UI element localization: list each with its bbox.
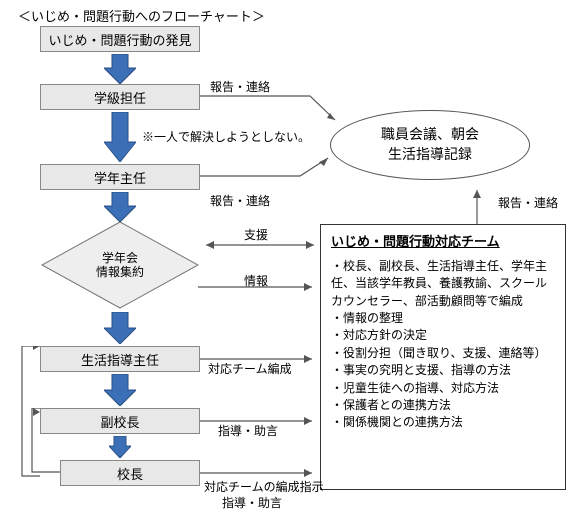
ellipse-line2: 生活指導記録: [388, 145, 472, 165]
arrow-down-5: [104, 374, 136, 406]
box-vice-principal: 副校長: [40, 408, 200, 434]
arrow-down-1: [104, 54, 136, 84]
box-grade-chief: 学年主任: [40, 164, 200, 190]
arrow-down-6: [109, 436, 131, 458]
label-e8a: 対応チームの編成指示: [204, 478, 324, 495]
label-e2: ※一人で解決しようとしない。: [142, 128, 310, 145]
info-line-6: ・保護者との連携方法: [331, 397, 555, 414]
box-discovery: いじめ・問題行動の発見: [40, 26, 200, 52]
label-e1: 報告・連絡: [210, 78, 270, 95]
arrow-info-ellipse: [470, 182, 484, 227]
arrow-loop-b5: [30, 408, 64, 481]
ellipse-line1: 職員会議、朝会: [381, 125, 479, 145]
diamond-grade-meeting: 学年会 情報集約: [40, 220, 200, 310]
info-line-5: ・児童生徒への指導、対応方法: [331, 380, 555, 397]
chart-title: ＜いじめ・問題行動へのフローチャート＞: [18, 6, 265, 25]
label-e7: 指導・助言: [218, 422, 278, 439]
info-line-2: ・対応方針の決定: [331, 327, 555, 344]
info-line-4: ・事実の究明と支援、指導の方法: [331, 362, 555, 379]
box-teacher: 学級担任: [40, 84, 200, 110]
label-e8b: 指導・助言: [222, 494, 282, 511]
label-e3: 報告・連絡: [210, 192, 270, 209]
arrow-down-2: [104, 112, 136, 162]
box-principal: 校長: [60, 460, 200, 486]
ellipse-staff-meeting: 職員会議、朝会 生活指導記録: [330, 110, 530, 180]
arrow-down-3: [104, 192, 136, 222]
info-line-1: ・情報の整理: [331, 310, 555, 327]
label-e5: 情報: [244, 272, 268, 289]
info-team-box: いじめ・問題行動対応チーム ・校長、副校長、生活指導主任、学年主任、当該学年教員…: [320, 224, 566, 490]
diamond-line1: 学年会: [102, 251, 138, 265]
box-guidance-chief: 生活指導主任: [40, 346, 200, 372]
info-line-3: ・役割分担（聞き取り、支援、連絡等）: [331, 345, 555, 362]
arrow-b2-ellipse: [200, 90, 345, 133]
info-title: いじめ・問題行動対応チーム: [331, 233, 555, 252]
info-line-7: ・関係機関との連携方法: [331, 414, 555, 431]
arrow-b3-ellipse: [200, 150, 335, 183]
label-e9: 報告・連絡: [498, 194, 558, 211]
info-line-0: ・校長、副校長、生活指導主任、学年主任、当該学年教員、養護教諭、スクールカウンセ…: [331, 258, 555, 310]
label-e6: 対応チーム編成: [208, 360, 292, 377]
diamond-line2: 情報集約: [96, 265, 144, 279]
label-e4: 支援: [244, 226, 268, 243]
arrow-down-4: [104, 312, 136, 344]
